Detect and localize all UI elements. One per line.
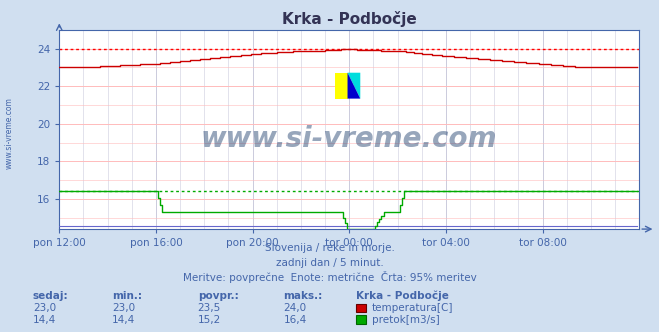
Text: maks.:: maks.: — [283, 291, 323, 301]
FancyBboxPatch shape — [335, 73, 347, 99]
Text: Meritve: povprečne  Enote: metrične  Črta: 95% meritev: Meritve: povprečne Enote: metrične Črta:… — [183, 271, 476, 283]
Polygon shape — [347, 73, 360, 99]
Text: 15,2: 15,2 — [198, 315, 221, 325]
Text: pretok[m3/s]: pretok[m3/s] — [372, 315, 440, 325]
Text: 23,0: 23,0 — [33, 303, 56, 313]
Text: www.si-vreme.com: www.si-vreme.com — [201, 125, 498, 153]
Text: Krka - Podbočje: Krka - Podbočje — [356, 290, 449, 301]
Text: 23,5: 23,5 — [198, 303, 221, 313]
Text: 14,4: 14,4 — [33, 315, 56, 325]
Text: min.:: min.: — [112, 291, 142, 301]
Text: 23,0: 23,0 — [112, 303, 135, 313]
Text: sedaj:: sedaj: — [33, 291, 69, 301]
Text: zadnji dan / 5 minut.: zadnji dan / 5 minut. — [275, 258, 384, 268]
Text: www.si-vreme.com: www.si-vreme.com — [5, 97, 14, 169]
Text: 16,4: 16,4 — [283, 315, 306, 325]
Text: 24,0: 24,0 — [283, 303, 306, 313]
Title: Krka - Podbočje: Krka - Podbočje — [282, 11, 416, 27]
Text: 14,4: 14,4 — [112, 315, 135, 325]
Polygon shape — [347, 73, 360, 99]
Text: Slovenija / reke in morje.: Slovenija / reke in morje. — [264, 243, 395, 253]
Text: temperatura[C]: temperatura[C] — [372, 303, 453, 313]
Text: povpr.:: povpr.: — [198, 291, 239, 301]
